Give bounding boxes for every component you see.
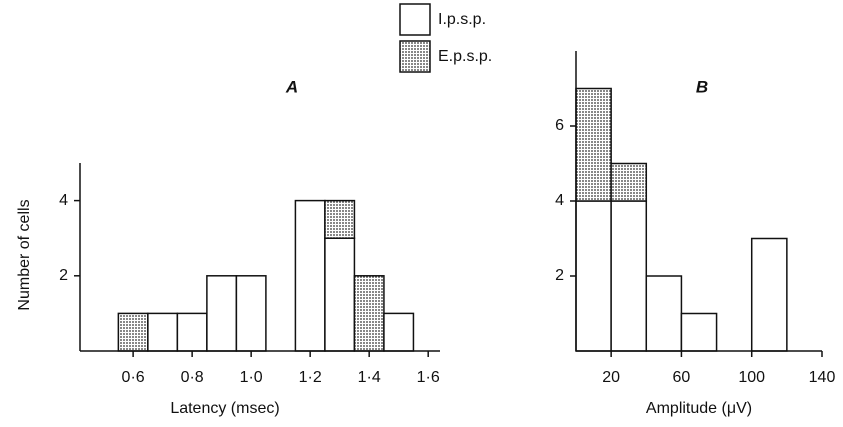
y-tick-label: 2 [555, 267, 564, 284]
x-tick-label: 1·0 [240, 369, 263, 386]
panel-label: B [696, 77, 708, 96]
bar [645, 275, 683, 352]
x-tick-label: 0·6 [122, 369, 145, 386]
panel-label: A [285, 77, 298, 96]
legend-label: I.p.s.p. [438, 11, 486, 28]
x-tick-label: 1·4 [358, 369, 381, 386]
x-tick-label: 140 [809, 369, 836, 386]
bar [206, 275, 238, 352]
legend-swatch [399, 40, 431, 73]
bar [324, 199, 356, 239]
bar [353, 275, 385, 352]
y-tick-label: 6 [555, 117, 564, 134]
legend-swatch [399, 3, 431, 36]
y-tick-label: 4 [59, 192, 68, 209]
bar [383, 312, 415, 352]
x-tick-label: 0·8 [181, 369, 204, 386]
bar [324, 237, 356, 352]
y-axis-label: Number of cells [16, 199, 33, 310]
bar [235, 275, 267, 352]
x-tick-label: 100 [738, 369, 765, 386]
bar [575, 200, 612, 352]
x-tick-label: 60 [673, 369, 691, 386]
bar [680, 312, 718, 352]
x-axis-label: Amplitude (μV) [646, 400, 752, 417]
x-tick-label: 20 [602, 369, 620, 386]
x-tick-label: 1·6 [417, 369, 440, 386]
bar [610, 162, 648, 202]
x-tick-label: 1·2 [299, 369, 322, 386]
x-axis-label: Latency (msec) [170, 400, 279, 417]
bar [117, 312, 149, 352]
bar [294, 199, 326, 352]
bar [575, 87, 612, 202]
bar [750, 237, 788, 352]
bar [147, 312, 179, 352]
bar [176, 312, 208, 352]
y-tick-label: 2 [59, 267, 68, 284]
y-tick-label: 4 [555, 192, 564, 209]
bar [610, 200, 648, 352]
legend-label: E.p.s.p. [438, 48, 492, 65]
